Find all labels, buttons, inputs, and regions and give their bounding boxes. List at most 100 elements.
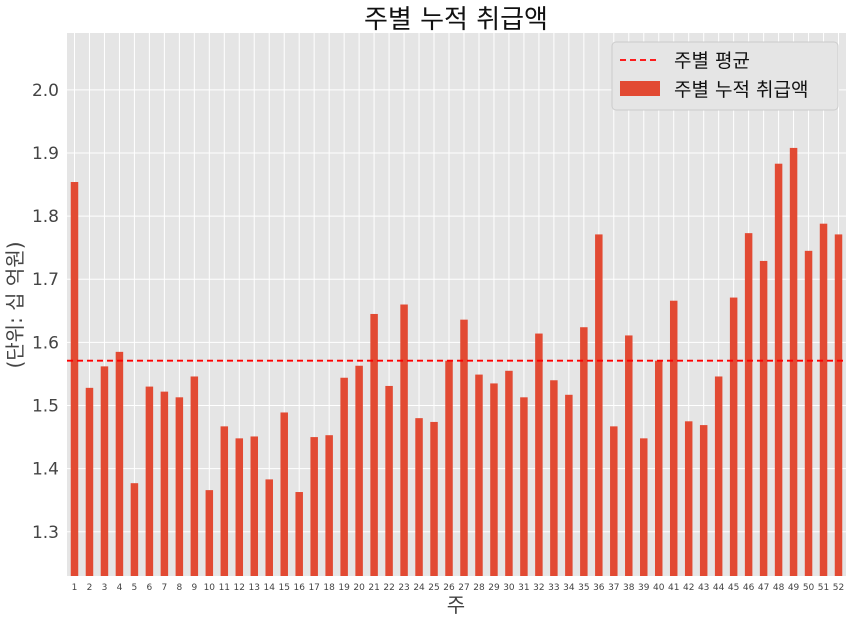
x-tick-label: 40 — [653, 583, 665, 593]
x-tick-label: 5 — [132, 583, 138, 593]
x-tick-label: 27 — [458, 583, 469, 593]
x-tick-label: 8 — [176, 583, 182, 593]
legend-bar-label: 주별 누적 취급액 — [674, 79, 808, 101]
x-tick-label: 47 — [758, 583, 769, 593]
x-tick-label: 37 — [608, 583, 619, 593]
bar-week-51 — [819, 223, 828, 576]
bar-week-41 — [669, 300, 678, 576]
x-tick-label: 1 — [72, 583, 78, 593]
x-tick-label: 52 — [833, 583, 844, 593]
bar-week-2 — [85, 387, 94, 576]
x-tick-label: 50 — [803, 583, 815, 593]
bar-week-28 — [475, 374, 483, 576]
x-tick-label: 21 — [368, 583, 379, 593]
bar-week-40 — [654, 360, 663, 576]
x-tick-label: 25 — [428, 583, 439, 593]
x-tick-label: 3 — [102, 583, 108, 593]
x-tick-label: 39 — [638, 583, 650, 593]
bar-week-17 — [310, 437, 318, 576]
bar-week-24 — [415, 418, 423, 576]
x-tick-label: 45 — [728, 583, 739, 593]
bar-week-23 — [400, 304, 408, 576]
bar-week-27 — [460, 319, 468, 576]
x-tick-label: 14 — [264, 583, 276, 593]
y-axis-ticks: 1.3 1.4 1.5 1.6 1.7 1.8 1.9 2.0 — [32, 81, 59, 543]
bar-week-48 — [774, 163, 783, 576]
bar-week-12 — [235, 438, 244, 576]
bar-week-39 — [640, 438, 648, 576]
x-tick-label: 41 — [668, 583, 679, 593]
bar-week-38 — [625, 335, 633, 576]
x-tick-label: 43 — [698, 583, 709, 593]
x-tick-label: 4 — [117, 583, 123, 593]
x-tick-label: 30 — [503, 583, 515, 593]
bar-week-8 — [175, 397, 184, 576]
bar-week-29 — [490, 383, 498, 576]
bar-week-5 — [130, 483, 139, 576]
bar-week-44 — [714, 376, 723, 576]
x-tick-label: 18 — [323, 583, 335, 593]
x-tick-label: 19 — [338, 583, 350, 593]
x-tick-label: 46 — [743, 583, 755, 593]
x-tick-label: 13 — [249, 583, 260, 593]
bar-week-22 — [385, 385, 393, 576]
x-tick-label: 32 — [533, 583, 544, 593]
bar-week-3 — [100, 366, 109, 576]
x-axis-ticks: 1 2 3 4 5 6 7 8 9 10 11 12 13 14 15 16 17 18 19 20 21 22 23 24 2… — [72, 583, 845, 593]
bar-week-13 — [250, 436, 259, 576]
x-tick-label: 16 — [293, 583, 305, 593]
bar-week-6 — [145, 386, 154, 576]
x-tick-label: 51 — [818, 583, 829, 593]
legend: 주별 평균 주별 누적 취급액 — [611, 41, 839, 111]
bar-week-30 — [505, 370, 513, 576]
x-tick-label: 15 — [278, 583, 289, 593]
bar-week-1 — [70, 182, 79, 576]
bar-week-18 — [325, 435, 333, 576]
bar-week-4 — [115, 351, 124, 576]
x-tick-label: 29 — [488, 583, 500, 593]
bar-week-43 — [699, 425, 708, 576]
x-tick-label: 26 — [443, 583, 455, 593]
x-tick-label: 35 — [578, 583, 589, 593]
bar-week-46 — [744, 233, 753, 576]
bar-week-50 — [804, 250, 813, 576]
bar-week-7 — [160, 391, 169, 576]
bar-week-49 — [789, 147, 798, 577]
x-tick-label: 20 — [353, 583, 365, 593]
bar-week-14 — [265, 479, 273, 576]
x-tick-label: 38 — [623, 583, 635, 593]
y-axis-label: (단위: 십 억원) — [3, 241, 27, 368]
bar-week-21 — [370, 313, 378, 576]
bar-week-35 — [580, 327, 588, 576]
bar-week-16 — [295, 492, 303, 576]
bar-week-45 — [729, 297, 738, 576]
y-tick-label: 1.6 — [32, 333, 59, 353]
x-tick-label: 24 — [413, 583, 425, 593]
x-tick-label: 31 — [518, 583, 529, 593]
y-tick-label: 1.9 — [32, 144, 59, 164]
bar-week-52 — [834, 234, 843, 577]
x-tick-label: 10 — [204, 583, 216, 593]
x-tick-label: 6 — [147, 583, 153, 593]
bar-week-34 — [565, 394, 573, 576]
bar-week-26 — [445, 360, 453, 576]
plot-area — [67, 33, 846, 576]
bar-week-11 — [220, 426, 229, 576]
y-tick-label: 1.3 — [32, 523, 59, 543]
x-tick-label: 33 — [548, 583, 559, 593]
bar-week-25 — [430, 421, 438, 576]
x-axis-label: 주 — [447, 593, 465, 617]
legend-bar-swatch — [620, 81, 660, 96]
y-tick-label: 2.0 — [32, 81, 59, 101]
bar-week-20 — [355, 365, 363, 576]
y-tick-label: 1.5 — [32, 397, 59, 417]
legend-box — [611, 41, 839, 111]
x-tick-label: 34 — [563, 583, 575, 593]
y-tick-label: 1.7 — [32, 270, 59, 290]
x-tick-label: 28 — [473, 583, 485, 593]
bar-week-15 — [280, 412, 288, 576]
bar-week-10 — [205, 490, 214, 576]
x-tick-label: 49 — [788, 583, 800, 593]
x-tick-label: 7 — [162, 583, 168, 593]
